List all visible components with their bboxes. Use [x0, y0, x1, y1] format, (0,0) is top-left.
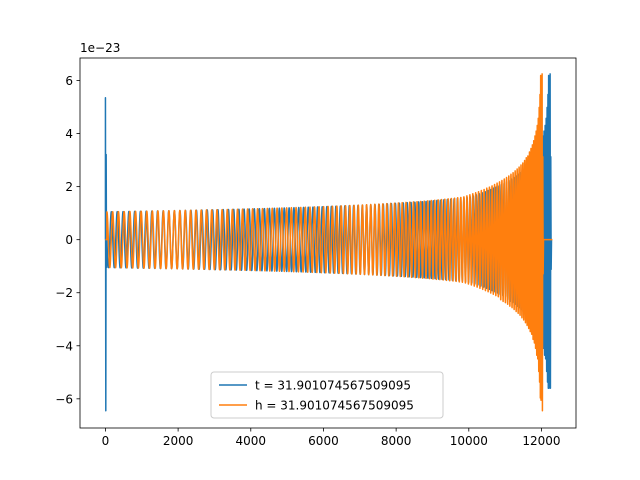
legend-label-1: t = 31.901074567509095: [255, 379, 411, 393]
x-axis: 0 2000 4000 6000 8000 10000 12000: [102, 428, 561, 448]
y-tick-label: −2: [55, 286, 73, 300]
x-tick-label: 4000: [236, 434, 267, 448]
series-line-2: [105, 73, 553, 412]
legend: t = 31.901074567509095 h = 31.90107456750…: [210, 371, 444, 419]
legend-box: [210, 371, 444, 419]
axes-frame: [79, 57, 577, 429]
x-tick-label: 2000: [163, 434, 194, 448]
series-layer: [104, 73, 553, 412]
y-tick-label: −6: [55, 392, 73, 406]
y-tick-label: 0: [65, 233, 73, 247]
x-tick-label: 8000: [381, 434, 412, 448]
x-tick-label: 6000: [308, 434, 339, 448]
y-axis-offset-label: 1e−23: [80, 41, 120, 55]
x-tick-label: 0: [102, 434, 110, 448]
y-tick-label: 6: [65, 74, 73, 88]
x-tick-label: 12000: [522, 434, 560, 448]
plot-area: [104, 73, 553, 412]
y-tick-label: 4: [65, 127, 73, 141]
x-tick-label: 10000: [450, 434, 488, 448]
y-tick-label: 2: [65, 180, 73, 194]
y-axis: −6 −4 −2 0 2 4 6: [55, 74, 80, 406]
y-tick-label: −4: [55, 339, 73, 353]
legend-label-2: h = 31.901074567509095: [255, 399, 414, 413]
